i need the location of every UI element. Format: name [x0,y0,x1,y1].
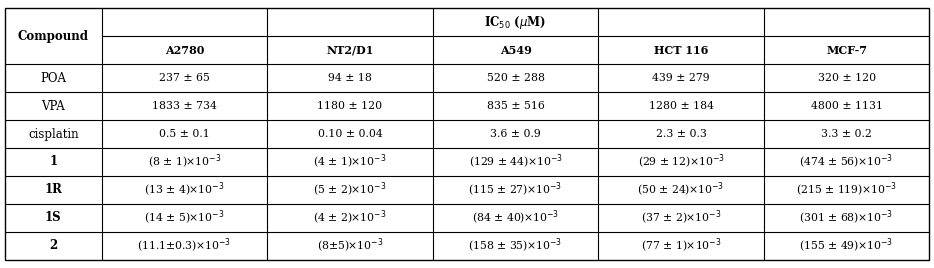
Text: MCF-7: MCF-7 [826,44,867,55]
Text: cisplatin: cisplatin [28,128,78,140]
Text: 1833 ± 734: 1833 ± 734 [152,101,217,111]
Text: 520 ± 288: 520 ± 288 [487,73,545,83]
Text: HCT 116: HCT 116 [654,44,708,55]
Text: 2.3 ± 0.3: 2.3 ± 0.3 [656,129,706,139]
Text: 1: 1 [50,155,57,169]
Text: 1280 ± 184: 1280 ± 184 [648,101,714,111]
Text: (50 ± 24)×10$^{-3}$: (50 ± 24)×10$^{-3}$ [637,181,725,199]
Text: (5 ± 2)×10$^{-3}$: (5 ± 2)×10$^{-3}$ [313,181,387,199]
Text: 94 ± 18: 94 ± 18 [328,73,372,83]
Text: (77 ± 1)×10$^{-3}$: (77 ± 1)×10$^{-3}$ [641,237,721,255]
Text: (29 ± 12)×10$^{-3}$: (29 ± 12)×10$^{-3}$ [638,153,725,171]
Text: (115 ± 27)×10$^{-3}$: (115 ± 27)×10$^{-3}$ [469,181,562,199]
Text: (14 ± 5)×10$^{-3}$: (14 ± 5)×10$^{-3}$ [145,209,225,227]
Text: (8 ± 1)×10$^{-3}$: (8 ± 1)×10$^{-3}$ [148,153,221,171]
Text: Compound: Compound [18,29,89,43]
Text: VPA: VPA [41,99,65,113]
Text: 1R: 1R [44,184,63,196]
Text: POA: POA [40,72,66,84]
Text: 0.10 ± 0.04: 0.10 ± 0.04 [318,129,382,139]
Text: IC$_{50}$ ($\mu$M): IC$_{50}$ ($\mu$M) [485,14,546,31]
Text: (474 ± 56)×10$^{-3}$: (474 ± 56)×10$^{-3}$ [800,153,894,171]
Text: 2: 2 [50,240,57,252]
Text: 0.5 ± 0.1: 0.5 ± 0.1 [159,129,210,139]
Text: (8±5)×10$^{-3}$: (8±5)×10$^{-3}$ [317,237,383,255]
Text: NT2/D1: NT2/D1 [326,44,374,55]
Text: (4 ± 2)×10$^{-3}$: (4 ± 2)×10$^{-3}$ [313,209,387,227]
Text: (37 ± 2)×10$^{-3}$: (37 ± 2)×10$^{-3}$ [641,209,721,227]
Text: (11.1±0.3)×10$^{-3}$: (11.1±0.3)×10$^{-3}$ [137,237,232,255]
Text: 1S: 1S [45,211,62,225]
Text: (13 ± 4)×10$^{-3}$: (13 ± 4)×10$^{-3}$ [145,181,225,199]
Text: 4800 ± 1131: 4800 ± 1131 [811,101,883,111]
Text: (215 ± 119)×10$^{-3}$: (215 ± 119)×10$^{-3}$ [796,181,898,199]
Text: 835 ± 516: 835 ± 516 [487,101,545,111]
Text: A549: A549 [500,44,531,55]
Text: (4 ± 1)×10$^{-3}$: (4 ± 1)×10$^{-3}$ [313,153,387,171]
Text: 237 ± 65: 237 ± 65 [159,73,210,83]
Text: (301 ± 68)×10$^{-3}$: (301 ± 68)×10$^{-3}$ [800,209,894,227]
Text: 320 ± 120: 320 ± 120 [817,73,876,83]
Text: A2780: A2780 [164,44,205,55]
Text: 1180 ± 120: 1180 ± 120 [318,101,383,111]
Text: (155 ± 49)×10$^{-3}$: (155 ± 49)×10$^{-3}$ [800,237,894,255]
Text: 3.3 ± 0.2: 3.3 ± 0.2 [821,129,872,139]
Text: (84 ± 40)×10$^{-3}$: (84 ± 40)×10$^{-3}$ [472,209,559,227]
Text: (129 ± 44)×10$^{-3}$: (129 ± 44)×10$^{-3}$ [469,153,562,171]
Text: (158 ± 35)×10$^{-3}$: (158 ± 35)×10$^{-3}$ [469,237,562,255]
Text: 3.6 ± 0.9: 3.6 ± 0.9 [490,129,541,139]
Text: 439 ± 279: 439 ± 279 [652,73,710,83]
